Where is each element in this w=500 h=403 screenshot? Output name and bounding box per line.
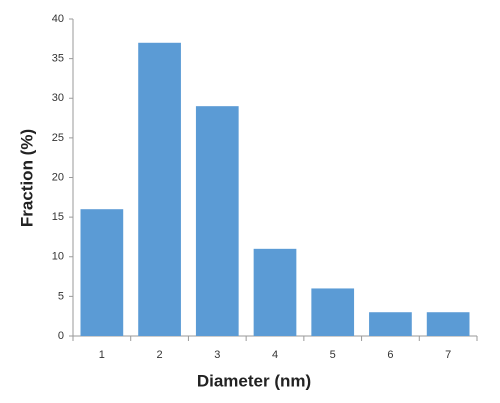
bar <box>195 106 239 336</box>
y-tick-label: 35 <box>52 53 64 65</box>
bar <box>80 209 124 336</box>
bar <box>138 42 181 337</box>
bar <box>369 312 412 336</box>
x-tick-label: 6 <box>387 349 393 361</box>
x-tick-label: 7 <box>445 349 451 361</box>
bar <box>253 248 297 336</box>
y-tick-label: 20 <box>52 171 64 183</box>
y-tick-label: 15 <box>52 211 64 223</box>
x-tick-label: 3 <box>214 349 220 361</box>
x-axis-title: Diameter (nm) <box>197 371 311 390</box>
y-tick-label: 30 <box>52 92 64 104</box>
x-tick-label: 2 <box>157 349 163 361</box>
y-tick-label: 25 <box>52 132 64 144</box>
x-tick-label: 1 <box>99 349 105 361</box>
x-tick-label: 4 <box>272 349 278 361</box>
y-tick-label: 0 <box>58 330 64 342</box>
y-tick-label: 40 <box>52 13 64 25</box>
bar <box>426 312 470 336</box>
x-tick-label: 5 <box>330 349 336 361</box>
y-tick-label: 10 <box>52 251 64 263</box>
bar <box>311 288 355 336</box>
y-tick-label: 5 <box>58 290 64 302</box>
y-axis-title: Fraction (%) <box>17 129 36 227</box>
